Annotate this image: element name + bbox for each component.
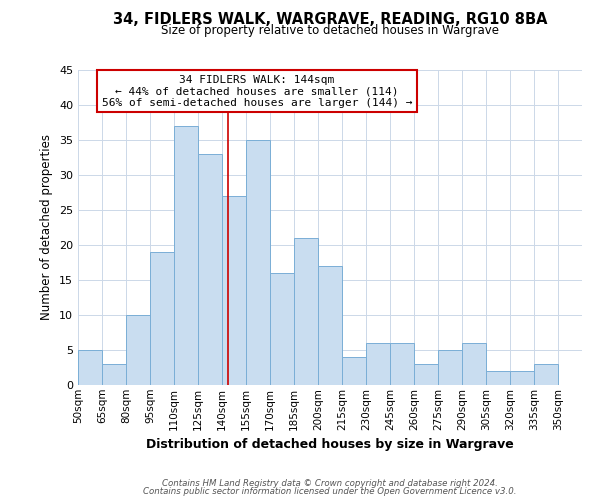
Bar xyxy=(246,140,270,385)
Bar xyxy=(318,266,342,385)
Bar xyxy=(462,343,486,385)
Text: Contains HM Land Registry data © Crown copyright and database right 2024.: Contains HM Land Registry data © Crown c… xyxy=(162,478,498,488)
Bar xyxy=(366,343,390,385)
Bar xyxy=(294,238,318,385)
Bar xyxy=(414,364,438,385)
Bar xyxy=(78,350,102,385)
Text: 34 FIDLERS WALK: 144sqm
← 44% of detached houses are smaller (114)
56% of semi-d: 34 FIDLERS WALK: 144sqm ← 44% of detache… xyxy=(101,74,412,108)
Bar xyxy=(342,357,366,385)
Bar xyxy=(126,315,150,385)
Bar xyxy=(270,273,294,385)
Bar xyxy=(510,371,534,385)
Bar xyxy=(390,343,414,385)
X-axis label: Distribution of detached houses by size in Wargrave: Distribution of detached houses by size … xyxy=(146,438,514,451)
Bar xyxy=(534,364,558,385)
Bar xyxy=(486,371,510,385)
Text: Contains public sector information licensed under the Open Government Licence v3: Contains public sector information licen… xyxy=(143,487,517,496)
Text: 34, FIDLERS WALK, WARGRAVE, READING, RG10 8BA: 34, FIDLERS WALK, WARGRAVE, READING, RG1… xyxy=(113,12,547,28)
Bar xyxy=(222,196,246,385)
Bar xyxy=(198,154,222,385)
Bar xyxy=(150,252,174,385)
Bar xyxy=(102,364,126,385)
Bar xyxy=(438,350,462,385)
Bar xyxy=(174,126,198,385)
Text: Size of property relative to detached houses in Wargrave: Size of property relative to detached ho… xyxy=(161,24,499,37)
Y-axis label: Number of detached properties: Number of detached properties xyxy=(40,134,53,320)
